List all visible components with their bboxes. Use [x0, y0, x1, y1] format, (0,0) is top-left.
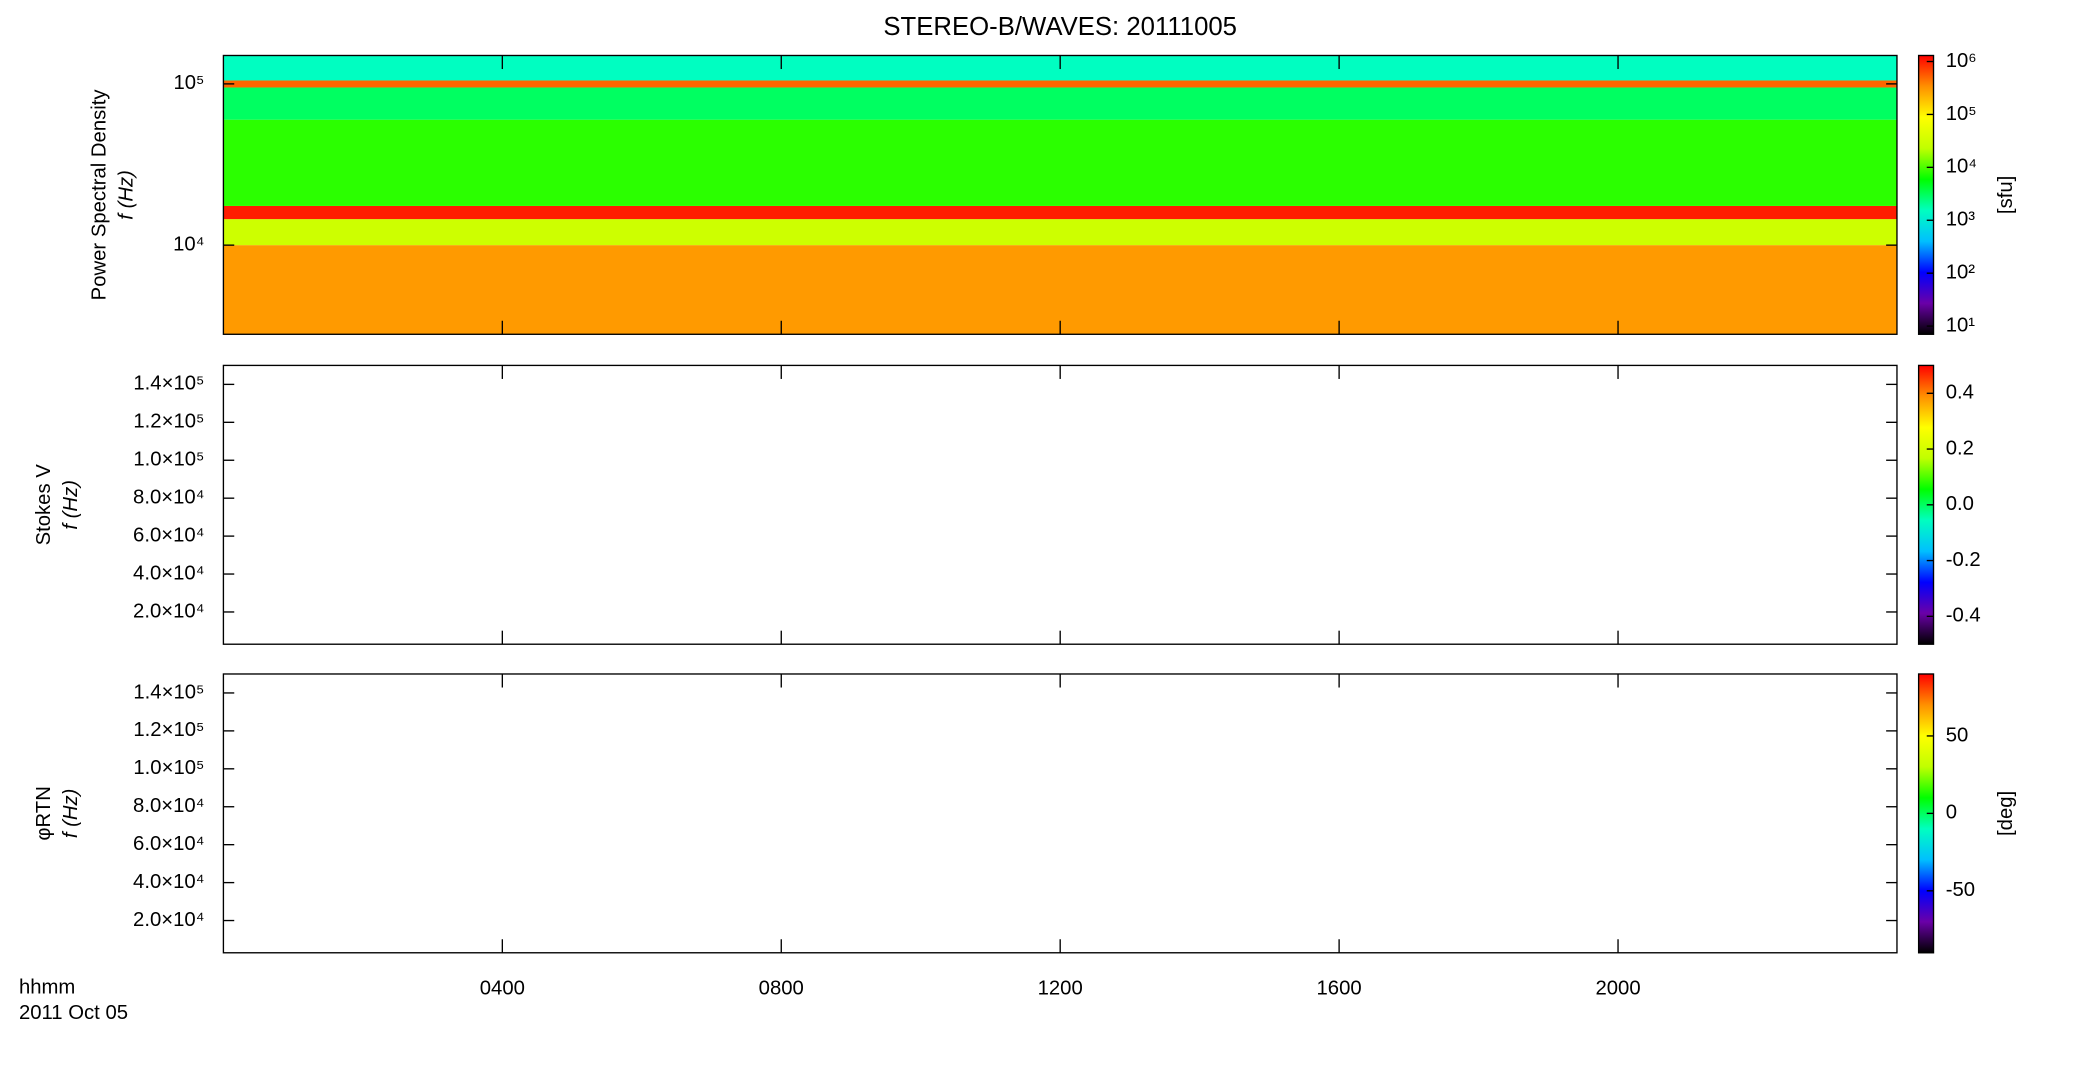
- colorbar-tick-label: 10⁶: [1946, 50, 1977, 72]
- x-axis-label: 2011 Oct 05: [19, 1002, 128, 1024]
- colorbar-label: [deg]: [1995, 791, 2017, 836]
- heatmap-band: [223, 205, 1897, 220]
- chart-title: STEREO-B/WAVES: 20111005: [883, 13, 1237, 41]
- y-axis-label: Stokes V: [33, 464, 55, 546]
- y-axis-label: f (Hz): [60, 480, 82, 530]
- y-axis-label: Power Spectral Density: [89, 89, 111, 301]
- y-tick-label: 8.0×10⁴: [133, 487, 204, 509]
- heatmap-band: [223, 219, 1897, 246]
- colorbar-tick-label: 0.2: [1946, 437, 1974, 459]
- y-tick-label: 8.0×10⁴: [133, 795, 204, 817]
- colorbar-tick-label: -0.4: [1946, 605, 1981, 627]
- colorbar-tick-label: 10³: [1946, 209, 1976, 231]
- colorbar-tick-label: 10¹: [1946, 314, 1976, 336]
- y-tick-label: 4.0×10⁴: [133, 871, 204, 893]
- y-tick-label: 10⁴: [173, 233, 204, 255]
- y-tick-label: 1.4×10⁵: [133, 681, 204, 703]
- heatmap-band: [223, 119, 1897, 206]
- y-tick-label: 1.2×10⁵: [133, 719, 204, 741]
- colorbar-tick-label: 10⁵: [1946, 103, 1977, 125]
- colorbar-tick-label: -0.2: [1946, 549, 1981, 571]
- x-tick-label: 1600: [1317, 978, 1362, 1000]
- x-tick-label: 2000: [1595, 978, 1640, 1000]
- y-tick-label: 2.0×10⁴: [133, 600, 204, 622]
- y-tick-label: 1.0×10⁵: [133, 449, 204, 471]
- y-tick-label: 4.0×10⁴: [133, 562, 204, 584]
- colorbar-tick-label: 50: [1946, 724, 1969, 746]
- colorbar-tick-label: 0.4: [1946, 382, 1974, 404]
- colorbar-tick-label: 0.0: [1946, 493, 1974, 515]
- y-tick-label: 6.0×10⁴: [133, 524, 204, 546]
- y-tick-label: 10⁵: [173, 72, 204, 94]
- colorbar-tick-label: 10⁴: [1946, 156, 1977, 178]
- heatmap-band: [223, 245, 1897, 335]
- y-axis-label: f (Hz): [116, 170, 138, 220]
- y-axis-label: f (Hz): [60, 789, 82, 839]
- x-axis-label: hhmm: [19, 976, 75, 998]
- colorbar-tick-label: -50: [1946, 879, 1975, 901]
- x-tick-label: 1200: [1038, 978, 1083, 1000]
- x-tick-label: 0400: [480, 978, 525, 1000]
- y-tick-label: 1.0×10⁵: [133, 757, 204, 779]
- colorbar-tick-label: 10²: [1946, 262, 1976, 284]
- colorbar: [1917, 54, 1935, 335]
- plot-frame: [222, 673, 1898, 954]
- heatmap-band: [223, 80, 1897, 88]
- y-tick-label: 1.4×10⁵: [133, 373, 204, 395]
- y-tick-label: 2.0×10⁴: [133, 909, 204, 931]
- colorbar-tick-label: 0: [1946, 802, 1957, 824]
- y-axis-label: φRTN: [33, 786, 55, 841]
- y-tick-label: 1.2×10⁵: [133, 411, 204, 433]
- x-tick-label: 0800: [759, 978, 804, 1000]
- y-tick-label: 6.0×10⁴: [133, 833, 204, 855]
- plot-frame: [222, 364, 1898, 645]
- colorbar-label: [sfu]: [1995, 176, 2017, 214]
- heatmap-band: [223, 87, 1897, 120]
